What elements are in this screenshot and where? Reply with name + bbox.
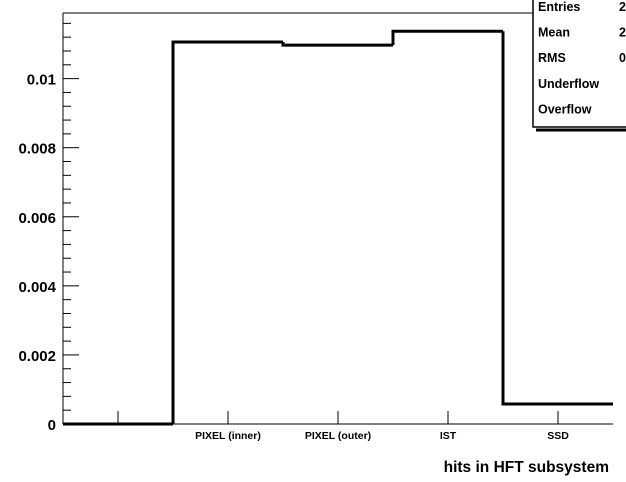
- histogram-series: [63, 29, 613, 426]
- y-tick-label: 0: [48, 417, 56, 434]
- x-tick-label: IST: [440, 430, 457, 442]
- y-axis-tick-labels: 0 0.002 0.004 0.006 0.008 0.01: [18, 72, 56, 434]
- x-axis-tick-labels: PIXEL (inner) PIXEL (outer) IST SSD: [195, 430, 569, 442]
- y-tick-label: 0.002: [18, 348, 56, 365]
- stats-box-border: [532, 0, 626, 128]
- stats-label: Entries: [538, 0, 580, 14]
- stats-label: RMS: [538, 51, 566, 65]
- stats-value: 2: [619, 0, 626, 14]
- y-tick-label: 0.008: [18, 141, 56, 158]
- histogram-bin: [281, 42, 393, 47]
- y-tick-label: 0.01: [27, 72, 56, 89]
- x-axis-title: hits in HFT subsystem: [444, 459, 609, 476]
- y-axis-ticks: [63, 22, 79, 425]
- stats-box: Entries 2 Mean 2 RMS 0 Underflow Overflow: [532, 0, 626, 132]
- x-tick-label: SSD: [547, 430, 569, 442]
- y-tick-label: 0.004: [18, 279, 56, 296]
- histogram-bin: [501, 31, 613, 406]
- stats-value: 2: [619, 26, 626, 40]
- stats-value: 0: [619, 51, 626, 65]
- stats-label: Mean: [538, 26, 570, 40]
- stats-label: Overflow: [538, 102, 592, 116]
- stats-label: Underflow: [538, 77, 599, 91]
- x-tick-label: PIXEL (inner): [195, 430, 261, 442]
- y-tick-label: 0.006: [18, 210, 56, 227]
- histogram-bin: [391, 29, 503, 46]
- x-axis-ticks: [117, 411, 559, 424]
- x-tick-label: PIXEL (outer): [305, 430, 371, 442]
- histogram-bin: [171, 40, 283, 424]
